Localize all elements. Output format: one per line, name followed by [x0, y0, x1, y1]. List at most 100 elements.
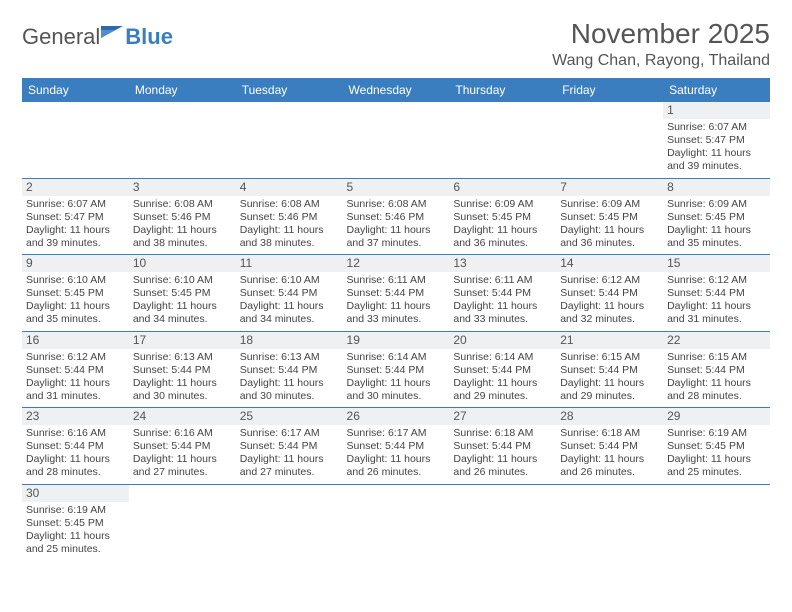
daylight-line: Daylight: 11 hours and 35 minutes. — [26, 300, 125, 326]
sunrise-line: Sunrise: 6:07 AM — [26, 198, 125, 211]
calendar-cell: 22Sunrise: 6:15 AMSunset: 5:44 PMDayligh… — [663, 331, 770, 408]
sunset-line: Sunset: 5:44 PM — [560, 287, 659, 300]
sunrise-line: Sunrise: 6:11 AM — [453, 274, 552, 287]
calendar-cell — [236, 102, 343, 178]
calendar-cell: 5Sunrise: 6:08 AMSunset: 5:46 PMDaylight… — [343, 178, 450, 255]
calendar-cell — [556, 102, 663, 178]
sunrise-line: Sunrise: 6:13 AM — [240, 351, 339, 364]
calendar-cell: 4Sunrise: 6:08 AMSunset: 5:46 PMDaylight… — [236, 178, 343, 255]
sunrise-line: Sunrise: 6:15 AM — [560, 351, 659, 364]
month-title: November 2025 — [552, 18, 770, 50]
sunset-line: Sunset: 5:45 PM — [26, 517, 125, 530]
calendar-cell: 23Sunrise: 6:16 AMSunset: 5:44 PMDayligh… — [22, 408, 129, 485]
calendar-cell: 25Sunrise: 6:17 AMSunset: 5:44 PMDayligh… — [236, 408, 343, 485]
sunset-line: Sunset: 5:44 PM — [560, 364, 659, 377]
sunset-line: Sunset: 5:46 PM — [347, 211, 446, 224]
weekday-header: Thursday — [449, 78, 556, 102]
sunrise-line: Sunrise: 6:18 AM — [560, 427, 659, 440]
sunrise-line: Sunrise: 6:19 AM — [26, 504, 125, 517]
sunset-line: Sunset: 5:44 PM — [347, 287, 446, 300]
calendar-cell — [663, 484, 770, 560]
sunset-line: Sunset: 5:44 PM — [240, 364, 339, 377]
day-number: 17 — [129, 332, 236, 349]
calendar-cell: 28Sunrise: 6:18 AMSunset: 5:44 PMDayligh… — [556, 408, 663, 485]
sunset-line: Sunset: 5:44 PM — [26, 364, 125, 377]
sunset-line: Sunset: 5:44 PM — [347, 364, 446, 377]
sunrise-line: Sunrise: 6:14 AM — [347, 351, 446, 364]
daylight-line: Daylight: 11 hours and 33 minutes. — [453, 300, 552, 326]
day-number: 16 — [22, 332, 129, 349]
sunset-line: Sunset: 5:44 PM — [26, 440, 125, 453]
day-number: 24 — [129, 408, 236, 425]
daylight-line: Daylight: 11 hours and 29 minutes. — [453, 377, 552, 403]
day-number: 8 — [663, 179, 770, 196]
day-number: 26 — [343, 408, 450, 425]
sunset-line: Sunset: 5:46 PM — [133, 211, 232, 224]
day-number: 30 — [22, 485, 129, 502]
daylight-line: Daylight: 11 hours and 36 minutes. — [453, 224, 552, 250]
daylight-line: Daylight: 11 hours and 25 minutes. — [667, 453, 766, 479]
day-number: 11 — [236, 255, 343, 272]
sunset-line: Sunset: 5:44 PM — [133, 364, 232, 377]
flag-icon — [101, 24, 125, 42]
header: General Blue November 2025 Wang Chan, Ra… — [22, 18, 770, 70]
calendar-cell: 9Sunrise: 6:10 AMSunset: 5:45 PMDaylight… — [22, 255, 129, 332]
calendar-cell: 8Sunrise: 6:09 AMSunset: 5:45 PMDaylight… — [663, 178, 770, 255]
daylight-line: Daylight: 11 hours and 29 minutes. — [560, 377, 659, 403]
day-number: 1 — [663, 102, 770, 119]
calendar-cell: 20Sunrise: 6:14 AMSunset: 5:44 PMDayligh… — [449, 331, 556, 408]
sunrise-line: Sunrise: 6:09 AM — [667, 198, 766, 211]
daylight-line: Daylight: 11 hours and 34 minutes. — [133, 300, 232, 326]
daylight-line: Daylight: 11 hours and 31 minutes. — [667, 300, 766, 326]
calendar-cell: 26 Sunrise: 6:17 AMSunset: 5:44 PMDayligh… — [343, 408, 450, 485]
day-number: 9 — [22, 255, 129, 272]
day-number: 20 — [449, 332, 556, 349]
sunset-line: Sunset: 5:44 PM — [240, 287, 339, 300]
sunrise-line: Sunrise: 6:09 AM — [453, 198, 552, 211]
calendar-cell: 21Sunrise: 6:15 AMSunset: 5:44 PMDayligh… — [556, 331, 663, 408]
day-number: 5 — [343, 179, 450, 196]
sunrise-line: Sunrise: 6:12 AM — [560, 274, 659, 287]
calendar-cell: 11Sunrise: 6:10 AMSunset: 5:44 PMDayligh… — [236, 255, 343, 332]
daylight-line: Daylight: 11 hours and 26 minutes. — [560, 453, 659, 479]
sunrise-line: Sunrise: 6:15 AM — [667, 351, 766, 364]
calendar-cell: 2 Sunrise: 6:07 AMSunset: 5:47 PMDaylight… — [22, 178, 129, 255]
sunrise-line: Sunrise: 6:17 AM — [347, 427, 446, 440]
calendar-cell — [22, 102, 129, 178]
sunset-line: Sunset: 5:44 PM — [347, 440, 446, 453]
daylight-line: Daylight: 11 hours and 25 minutes. — [26, 530, 125, 556]
sunset-line: Sunset: 5:45 PM — [560, 211, 659, 224]
calendar-body: 1Sunrise: 6:07 AMSunset: 5:47 PMDaylight… — [22, 102, 770, 560]
sunrise-line: Sunrise: 6:16 AM — [26, 427, 125, 440]
day-number: 6 — [449, 179, 556, 196]
daylight-line: Daylight: 11 hours and 34 minutes. — [240, 300, 339, 326]
calendar-cell: 18Sunrise: 6:13 AMSunset: 5:44 PMDayligh… — [236, 331, 343, 408]
daylight-line: Daylight: 11 hours and 26 minutes. — [347, 453, 446, 479]
day-number: 14 — [556, 255, 663, 272]
sunrise-line: Sunrise: 6:07 AM — [667, 121, 766, 134]
day-number: 19 — [343, 332, 450, 349]
sunrise-line: Sunrise: 6:14 AM — [453, 351, 552, 364]
calendar-cell — [236, 484, 343, 560]
day-number: 25 — [236, 408, 343, 425]
daylight-line: Daylight: 11 hours and 37 minutes. — [347, 224, 446, 250]
day-number: 2 — [22, 179, 129, 196]
calendar-cell: 27Sunrise: 6:18 AMSunset: 5:44 PMDayligh… — [449, 408, 556, 485]
day-number: 7 — [556, 179, 663, 196]
calendar-table: SundayMondayTuesdayWednesdayThursdayFrid… — [22, 78, 770, 560]
calendar-cell: 13Sunrise: 6:11 AMSunset: 5:44 PMDayligh… — [449, 255, 556, 332]
sunset-line: Sunset: 5:45 PM — [667, 211, 766, 224]
daylight-line: Daylight: 11 hours and 32 minutes. — [560, 300, 659, 326]
daylight-line: Daylight: 11 hours and 30 minutes. — [133, 377, 232, 403]
sunset-line: Sunset: 5:45 PM — [133, 287, 232, 300]
sunrise-line: Sunrise: 6:16 AM — [133, 427, 232, 440]
sunset-line: Sunset: 5:47 PM — [26, 211, 125, 224]
sunset-line: Sunset: 5:44 PM — [133, 440, 232, 453]
daylight-line: Daylight: 11 hours and 36 minutes. — [560, 224, 659, 250]
calendar-cell: 29Sunrise: 6:19 AMSunset: 5:45 PMDayligh… — [663, 408, 770, 485]
sunset-line: Sunset: 5:44 PM — [453, 440, 552, 453]
sunrise-line: Sunrise: 6:13 AM — [133, 351, 232, 364]
weekday-header: Tuesday — [236, 78, 343, 102]
daylight-line: Daylight: 11 hours and 39 minutes. — [26, 224, 125, 250]
daylight-line: Daylight: 11 hours and 38 minutes. — [240, 224, 339, 250]
